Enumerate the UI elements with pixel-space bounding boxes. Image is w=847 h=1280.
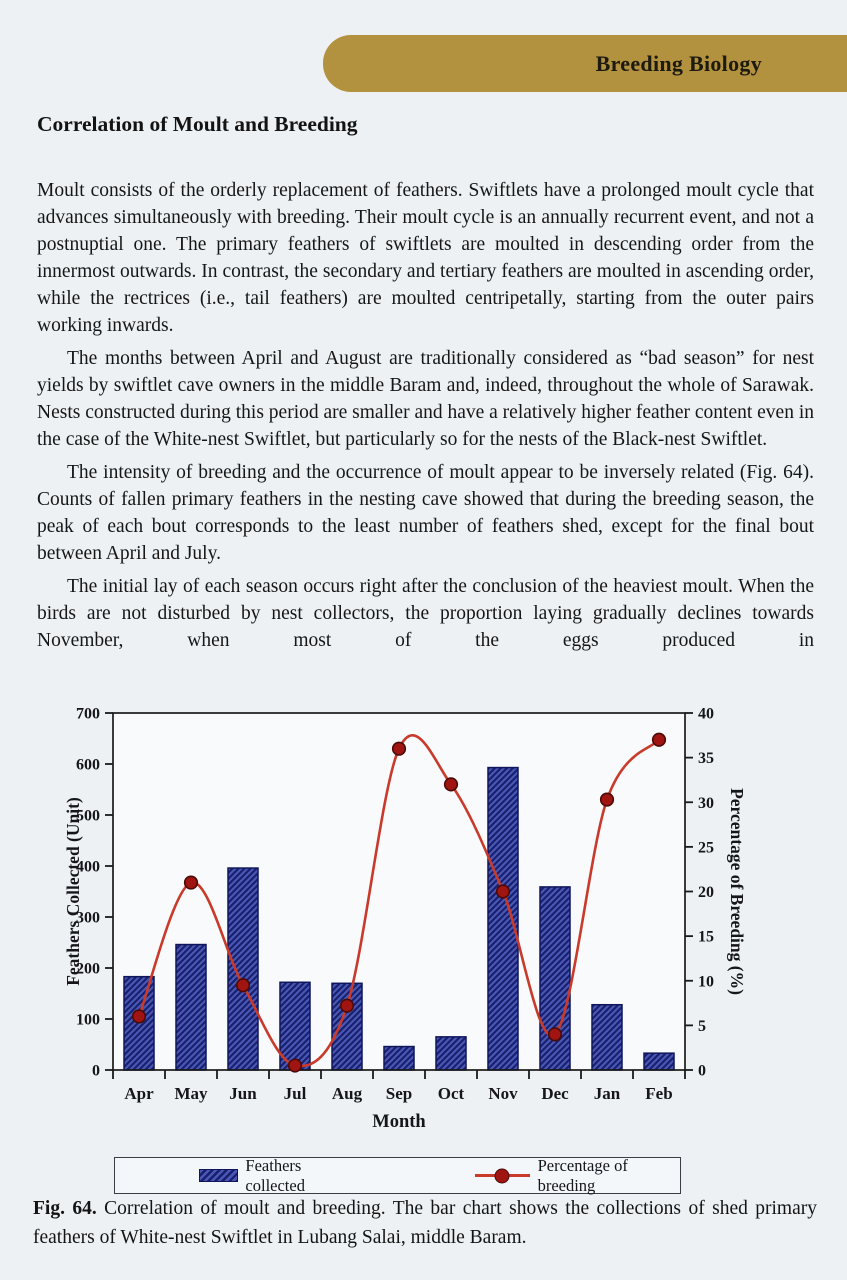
bar-oct bbox=[435, 1036, 467, 1071]
bar-jan bbox=[591, 1003, 623, 1071]
y-right-tick-label: 0 bbox=[698, 1063, 706, 1080]
paragraph-2: The months between April and August are … bbox=[37, 348, 815, 450]
x-tick-label-aug: Aug bbox=[332, 1084, 363, 1103]
line-marker-feb bbox=[651, 732, 667, 747]
paragraph-3: The intensity of breeding and the occurr… bbox=[37, 462, 814, 564]
line-marker-jan bbox=[599, 792, 615, 807]
x-tick-label-jan: Jan bbox=[594, 1084, 621, 1103]
x-tick-label-apr: Apr bbox=[124, 1084, 154, 1103]
body-text: Moult consists of the orderly replacemen… bbox=[37, 177, 814, 660]
y-right-tick-label: 10 bbox=[698, 973, 714, 990]
legend-item-feathers: Feathers collected bbox=[199, 1156, 357, 1196]
y-left-tick-label: 0 bbox=[92, 1063, 100, 1080]
bar-aug bbox=[331, 982, 363, 1071]
line-marker-jul bbox=[287, 1058, 303, 1073]
y-left-tick-label: 400 bbox=[76, 859, 100, 876]
bar-sep bbox=[383, 1045, 415, 1071]
line-marker-oct bbox=[443, 777, 459, 792]
chart-legend: Feathers collected Percentage of breedin… bbox=[114, 1156, 681, 1196]
bar-dec bbox=[539, 886, 571, 1071]
line-marker-dec bbox=[547, 1027, 563, 1042]
hatched-bar-swatch-icon bbox=[199, 1169, 239, 1182]
x-axis-title: Month bbox=[372, 1112, 426, 1132]
plot-background bbox=[113, 713, 685, 1070]
line-marker-sep bbox=[391, 741, 407, 756]
paragraph-1: Moult consists of the orderly replacemen… bbox=[37, 180, 814, 336]
y-left-tick-label: 300 bbox=[76, 910, 100, 927]
y-right-tick-label: 25 bbox=[698, 839, 714, 856]
x-tick-label-feb: Feb bbox=[645, 1084, 672, 1103]
x-tick-label-dec: Dec bbox=[541, 1084, 569, 1103]
y-left-tick-label: 200 bbox=[76, 961, 100, 978]
paragraph-4: The initial lay of each season occurs ri… bbox=[37, 576, 814, 651]
y-left-tick-label: 500 bbox=[76, 808, 100, 825]
x-tick-label-nov: Nov bbox=[488, 1084, 518, 1103]
figure-caption-label: Fig. 64. bbox=[33, 1198, 97, 1219]
x-tick-label-oct: Oct bbox=[438, 1084, 465, 1103]
chapter-banner: Breeding Biology bbox=[323, 35, 847, 92]
figure-caption-text: Correlation of moult and breeding. The b… bbox=[33, 1198, 817, 1248]
line-marker-aug bbox=[339, 998, 355, 1013]
x-tick-label-jul: Jul bbox=[284, 1084, 307, 1103]
y-left-tick-label: 600 bbox=[76, 757, 100, 774]
line-dot-swatch-icon bbox=[475, 1168, 530, 1183]
bar-jun bbox=[227, 867, 259, 1071]
y-right-axis-title: Percentage of Breeding (%) bbox=[727, 788, 747, 995]
bar-feb bbox=[643, 1052, 675, 1071]
y-left-tick-label: 700 bbox=[76, 706, 100, 723]
chapter-title: Breeding Biology bbox=[595, 50, 762, 76]
y-right-tick-label: 15 bbox=[698, 929, 714, 946]
line-marker-may bbox=[183, 875, 199, 890]
x-tick-label-may: May bbox=[174, 1084, 208, 1103]
y-left-axis-title: Feathers Collected (Unit) bbox=[63, 797, 83, 986]
plot-border bbox=[112, 712, 686, 1071]
legend-item-percentage: Percentage of breeding bbox=[475, 1156, 680, 1196]
legend-label-percentage: Percentage of breeding bbox=[537, 1155, 628, 1195]
line-marker-jun bbox=[235, 978, 251, 993]
y-right-tick-label: 35 bbox=[698, 750, 714, 767]
y-right-tick-label: 5 bbox=[698, 1018, 706, 1035]
section-heading: Correlation of Moult and Breeding bbox=[37, 112, 358, 136]
legend-label-feathers: Feathers collected bbox=[245, 1155, 305, 1195]
moult-breeding-chart: 0 100 200 300 400 500 600 700 0 5 10 15 20 25 30 35 40 Ap… bbox=[63, 706, 747, 1133]
figure-caption: Fig. 64. Correlation of moult and breedi… bbox=[33, 1194, 817, 1252]
y-right-tick-label: 30 bbox=[698, 795, 714, 812]
y-left-tick-label: 100 bbox=[76, 1012, 100, 1029]
x-tick-label-sep: Sep bbox=[386, 1084, 412, 1103]
line-marker-nov bbox=[495, 884, 511, 899]
bar-nov bbox=[487, 766, 519, 1071]
y-right-tick-label: 20 bbox=[698, 884, 714, 901]
bar-may bbox=[175, 943, 207, 1071]
x-tick-label-jun: Jun bbox=[229, 1084, 257, 1103]
line-marker-apr bbox=[131, 1009, 147, 1024]
y-right-tick-label: 40 bbox=[698, 706, 714, 723]
chart-area: 0 100 200 300 400 500 600 700 0 5 10 15 20 25 30 35 40 Ap… bbox=[55, 698, 755, 1133]
